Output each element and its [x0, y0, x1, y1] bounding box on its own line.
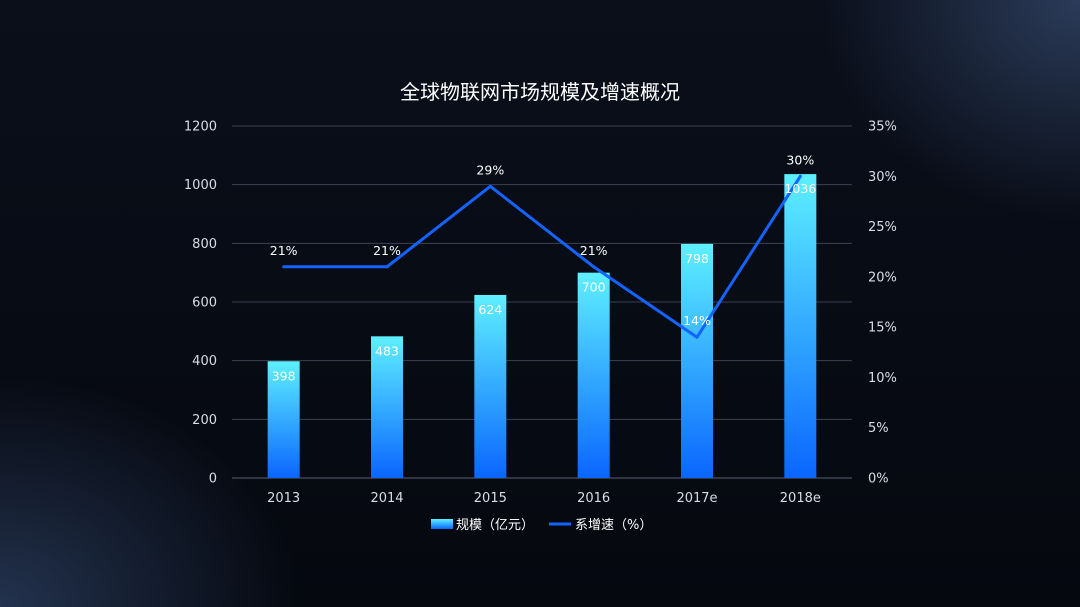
- bar: [577, 272, 610, 478]
- bar: [681, 243, 713, 478]
- bar: [371, 336, 403, 478]
- x-tick-label: 2016: [577, 491, 610, 506]
- x-axis: 2013 2014 2015 2016 2017e 2018e: [267, 491, 821, 506]
- left-y-tick-label: 0: [209, 472, 217, 487]
- bar: [784, 174, 817, 478]
- right-y-tick-label: 30%: [868, 170, 897, 185]
- left-y-tick-label: 1000: [184, 178, 217, 193]
- line-series: [282, 174, 802, 339]
- line-value-label: 14%: [683, 313, 711, 328]
- x-tick-label: 2015: [474, 491, 507, 506]
- left-y-tick-label: 200: [192, 413, 217, 428]
- right-y-tick-label: 0%: [868, 472, 889, 487]
- right-y-tick-label: 35%: [868, 120, 897, 135]
- bar-value-label: 798: [685, 251, 709, 266]
- x-tick-label: 2017e: [676, 491, 717, 506]
- bar: [474, 294, 507, 478]
- right-y-tick-label: 5%: [868, 421, 889, 436]
- bar: [267, 361, 300, 478]
- legend-label-line: 系增速（%）: [575, 518, 652, 533]
- right-y-tick-label: 25%: [868, 220, 897, 235]
- line-point: [798, 174, 802, 178]
- right-y-axis: 0% 5% 10% 15% 20% 25% 30% 35%: [868, 120, 897, 487]
- line-value-label: 29%: [476, 162, 504, 177]
- growth-line: [283, 175, 802, 339]
- line-value-label: 30%: [786, 152, 814, 167]
- bar-value-label: 398: [272, 368, 296, 383]
- chart-title: 全球物联网市场规模及增速概况: [400, 80, 680, 104]
- line-point: [592, 265, 596, 269]
- x-tick-label: 2018e: [780, 491, 821, 506]
- right-y-tick-label: 15%: [868, 321, 897, 336]
- right-y-tick-label: 20%: [868, 270, 897, 285]
- line-point: [282, 265, 286, 269]
- bar-value-label: 700: [582, 280, 606, 295]
- line-point: [695, 335, 699, 339]
- bar-value-label: 483: [375, 343, 399, 358]
- left-y-tick-label: 400: [192, 354, 217, 369]
- legend: 规模（亿元） 系增速（%）: [431, 518, 652, 533]
- line-point: [385, 265, 389, 269]
- bar-series: [267, 174, 817, 478]
- left-y-tick-label: 800: [192, 237, 217, 252]
- line-value-label: 21%: [270, 243, 298, 258]
- legend-label-bar: 规模（亿元）: [456, 518, 534, 533]
- grid-lines: [232, 125, 852, 479]
- left-y-axis: 0 200 400 600 800 1000 1200: [184, 120, 217, 487]
- x-tick-label: 2014: [370, 491, 403, 506]
- x-tick-label: 2013: [267, 491, 300, 506]
- legend-swatch-bar: [431, 519, 453, 529]
- bar-value-label: 624: [478, 302, 502, 317]
- bar-value-label: 1036: [784, 181, 816, 196]
- line-value-label: 21%: [373, 243, 401, 258]
- data-labels: 398 483 624 700 798 1036 21% 21% 29% 21% 14% 30%: [270, 152, 817, 383]
- left-y-tick-label: 600: [192, 296, 217, 311]
- line-value-label: 21%: [580, 243, 608, 258]
- left-y-tick-label: 1200: [184, 120, 217, 135]
- right-y-tick-label: 10%: [868, 371, 897, 386]
- line-point: [488, 184, 492, 188]
